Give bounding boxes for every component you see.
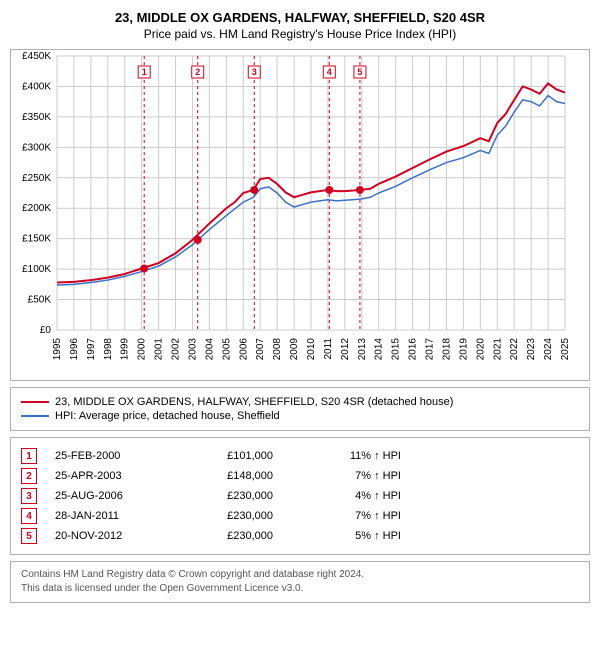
svg-text:2017: 2017 bbox=[425, 338, 436, 361]
legend-swatch bbox=[21, 415, 49, 417]
transaction-row: 4 28-JAN-2011 £230,000 7% ↑ HPI bbox=[21, 508, 579, 524]
svg-text:2023: 2023 bbox=[526, 338, 537, 361]
tx-marker-num: 2 bbox=[21, 468, 37, 484]
svg-text:2010: 2010 bbox=[306, 338, 317, 361]
svg-text:1995: 1995 bbox=[52, 338, 63, 361]
title-line2: Price paid vs. HM Land Registry's House … bbox=[10, 27, 590, 41]
svg-text:3: 3 bbox=[252, 67, 257, 77]
svg-text:£50K: £50K bbox=[28, 295, 52, 306]
svg-text:1: 1 bbox=[142, 67, 147, 77]
svg-text:1999: 1999 bbox=[120, 338, 131, 361]
svg-text:2: 2 bbox=[195, 67, 200, 77]
svg-text:2019: 2019 bbox=[458, 338, 469, 361]
svg-text:1996: 1996 bbox=[69, 338, 80, 361]
chart-container: £0 £50K £100K £150K £200K £250K £300K £350K £400… bbox=[10, 49, 590, 381]
footer-line2: This data is licensed under the Open Gov… bbox=[21, 582, 579, 596]
svg-text:2015: 2015 bbox=[391, 338, 402, 361]
tx-hpi-change: 4% ↑ HPI bbox=[291, 490, 401, 502]
tx-date: 25-APR-2003 bbox=[55, 470, 165, 482]
svg-text:2012: 2012 bbox=[340, 338, 351, 361]
legend-swatch bbox=[21, 401, 49, 403]
svg-text:2000: 2000 bbox=[137, 338, 148, 361]
tx-hpi-change: 7% ↑ HPI bbox=[291, 510, 401, 522]
svg-text:£200K: £200K bbox=[22, 203, 51, 214]
tx-price: £230,000 bbox=[183, 510, 273, 522]
tx-hpi-change: 11% ↑ HPI bbox=[291, 450, 401, 462]
line-chart: £0 £50K £100K £150K £200K £250K £300K £350K £400… bbox=[11, 50, 571, 380]
svg-text:2003: 2003 bbox=[187, 338, 198, 361]
transaction-row: 3 25-AUG-2006 £230,000 4% ↑ HPI bbox=[21, 488, 579, 504]
svg-text:£0: £0 bbox=[40, 325, 52, 336]
legend: 23, MIDDLE OX GARDENS, HALFWAY, SHEFFIEL… bbox=[10, 387, 590, 431]
tx-price: £101,000 bbox=[183, 450, 273, 462]
svg-text:£150K: £150K bbox=[22, 234, 51, 245]
tx-price: £230,000 bbox=[183, 530, 273, 542]
svg-text:2009: 2009 bbox=[289, 338, 300, 361]
svg-text:2002: 2002 bbox=[171, 338, 182, 361]
title-line1: 23, MIDDLE OX GARDENS, HALFWAY, SHEFFIEL… bbox=[10, 10, 590, 25]
legend-row: 23, MIDDLE OX GARDENS, HALFWAY, SHEFFIEL… bbox=[21, 396, 579, 408]
tx-date: 20-NOV-2012 bbox=[55, 530, 165, 542]
transaction-row: 5 20-NOV-2012 £230,000 5% ↑ HPI bbox=[21, 528, 579, 544]
svg-text:£100K: £100K bbox=[22, 264, 51, 275]
tx-price: £230,000 bbox=[183, 490, 273, 502]
tx-marker-num: 1 bbox=[21, 448, 37, 464]
legend-label: HPI: Average price, detached house, Shef… bbox=[55, 410, 280, 422]
tx-date: 28-JAN-2011 bbox=[55, 510, 165, 522]
tx-hpi-change: 5% ↑ HPI bbox=[291, 530, 401, 542]
tx-marker-num: 3 bbox=[21, 488, 37, 504]
transaction-row: 1 25-FEB-2000 £101,000 11% ↑ HPI bbox=[21, 448, 579, 464]
svg-text:2020: 2020 bbox=[475, 338, 486, 361]
tx-marker-num: 4 bbox=[21, 508, 37, 524]
footer-line1: Contains HM Land Registry data © Crown c… bbox=[21, 568, 579, 582]
svg-text:£300K: £300K bbox=[22, 142, 51, 153]
svg-text:1997: 1997 bbox=[86, 338, 97, 361]
svg-text:£450K: £450K bbox=[22, 51, 51, 62]
svg-text:£350K: £350K bbox=[22, 112, 51, 123]
svg-text:2007: 2007 bbox=[255, 338, 266, 361]
tx-price: £148,000 bbox=[183, 470, 273, 482]
tx-hpi-change: 7% ↑ HPI bbox=[291, 470, 401, 482]
tx-date: 25-FEB-2000 bbox=[55, 450, 165, 462]
svg-text:£400K: £400K bbox=[22, 81, 51, 92]
svg-text:2025: 2025 bbox=[560, 338, 571, 361]
svg-text:4: 4 bbox=[327, 67, 332, 77]
legend-row: HPI: Average price, detached house, Shef… bbox=[21, 410, 579, 422]
transaction-row: 2 25-APR-2003 £148,000 7% ↑ HPI bbox=[21, 468, 579, 484]
svg-text:2024: 2024 bbox=[543, 338, 554, 361]
svg-text:2008: 2008 bbox=[272, 338, 283, 361]
svg-text:5: 5 bbox=[357, 67, 362, 77]
svg-text:2004: 2004 bbox=[204, 338, 215, 361]
svg-text:2016: 2016 bbox=[408, 338, 419, 361]
tx-marker-num: 5 bbox=[21, 528, 37, 544]
svg-text:2005: 2005 bbox=[221, 338, 232, 361]
svg-text:2006: 2006 bbox=[238, 338, 249, 361]
svg-text:£250K: £250K bbox=[22, 173, 51, 184]
transactions-table: 1 25-FEB-2000 £101,000 11% ↑ HPI 2 25-APR-200… bbox=[10, 437, 590, 555]
svg-text:2001: 2001 bbox=[154, 338, 165, 361]
chart-title-block: 23, MIDDLE OX GARDENS, HALFWAY, SHEFFIEL… bbox=[10, 10, 590, 41]
svg-text:2022: 2022 bbox=[509, 338, 520, 361]
svg-text:2014: 2014 bbox=[374, 338, 385, 361]
svg-text:2011: 2011 bbox=[323, 338, 334, 360]
footer-attribution: Contains HM Land Registry data © Crown c… bbox=[10, 561, 590, 603]
tx-date: 25-AUG-2006 bbox=[55, 490, 165, 502]
legend-label: 23, MIDDLE OX GARDENS, HALFWAY, SHEFFIEL… bbox=[55, 396, 453, 408]
svg-text:2021: 2021 bbox=[492, 338, 503, 361]
svg-text:1998: 1998 bbox=[103, 338, 114, 361]
svg-text:2018: 2018 bbox=[441, 338, 452, 361]
svg-text:2013: 2013 bbox=[357, 338, 368, 361]
